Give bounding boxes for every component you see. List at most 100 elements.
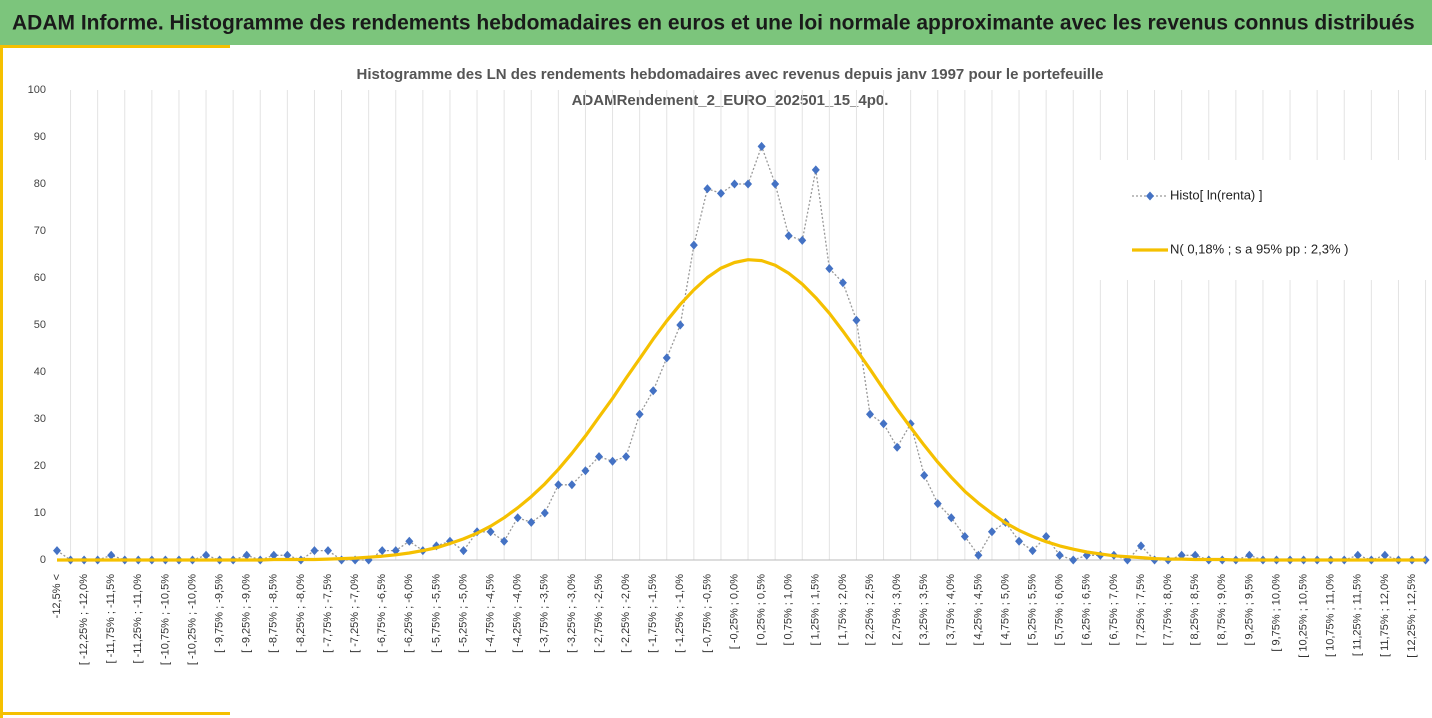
y-tick-label: 90 <box>34 131 46 143</box>
data-point <box>879 419 888 429</box>
x-tick-label: [ -5,25% ; -5,0% <box>457 574 469 653</box>
y-tick-label: 0 <box>40 554 46 566</box>
data-point <box>866 409 874 419</box>
data-point <box>405 536 414 546</box>
data-point <box>53 546 61 556</box>
data-point <box>1069 555 1078 565</box>
x-tick-label: [ -8,25% ; -8,0% <box>295 574 307 653</box>
data-point <box>689 240 698 250</box>
data-point <box>1028 546 1037 556</box>
data-point <box>838 278 847 288</box>
x-tick-label: [ 5,25% ; 5,5% <box>1027 574 1039 646</box>
x-tick-label: [ -1,75% ; -1,5% <box>647 574 659 653</box>
accent <box>0 45 230 48</box>
x-tick-label: [ 10,75% ; 11,0% <box>1325 574 1337 657</box>
x-tick-label: [ -2,75% ; -2,5% <box>593 574 605 653</box>
x-tick-label: [ 11,75% ; 12,0% <box>1379 574 1391 657</box>
data-point <box>974 550 983 560</box>
data-point <box>581 466 590 476</box>
data-point <box>1245 550 1254 560</box>
y-tick-label: 100 <box>28 84 46 96</box>
page-title: ADAM Informe. Histogramme des rendements… <box>12 12 1415 35</box>
data-point <box>744 179 753 189</box>
x-tick-label: [ 0,75% ; 1,0% <box>783 574 795 646</box>
data-point <box>391 546 400 556</box>
data-point <box>283 550 292 560</box>
x-tick-label: [ 2,75% ; 3,0% <box>891 574 903 646</box>
x-tick-label: [ 6,75% ; 7,0% <box>1108 574 1120 646</box>
y-tick-label: 80 <box>34 178 46 190</box>
x-tick-label: [ 6,25% ; 6,5% <box>1081 574 1093 646</box>
data-point <box>486 527 495 537</box>
x-tick-label: [ -9,75% ; -9,5% <box>214 574 226 653</box>
data-point <box>269 550 278 560</box>
x-tick-label: [ 3,75% ; 4,0% <box>945 574 957 646</box>
legend-label: N( 0,18% ; s a 95% pp : 2,3% ) <box>1170 241 1348 256</box>
data-point <box>662 353 671 363</box>
data-point <box>947 513 956 523</box>
x-tick-label: [ -9,25% ; -9,0% <box>241 574 253 653</box>
x-tick-label: [ 7,75% ; 8,0% <box>1162 574 1174 646</box>
data-point <box>1353 550 1362 560</box>
x-tick-label: [ -6,75% ; -6,5% <box>376 574 388 653</box>
data-point <box>960 532 969 541</box>
legend-swatch <box>1146 191 1154 201</box>
accent <box>0 712 230 715</box>
data-point <box>1055 550 1064 560</box>
x-tick-label: [ -3,25% ; -3,0% <box>566 574 578 653</box>
data-point <box>1042 532 1051 541</box>
data-point <box>1191 550 1200 560</box>
data-point <box>608 456 617 466</box>
accent <box>0 45 3 718</box>
y-tick-label: 30 <box>34 413 46 425</box>
chart-title: ADAMRendement_2_EURO_202501_15_4p0. <box>572 92 889 109</box>
series-line <box>57 258 1426 562</box>
data-point <box>635 409 644 419</box>
x-tick-label: [ -12,25% ; -12,0% <box>78 574 90 665</box>
x-tick-label: [ 1,25% ; 1,5% <box>810 574 822 646</box>
data-point <box>1137 541 1145 551</box>
data-point <box>310 546 319 556</box>
data-point <box>527 517 536 527</box>
data-point <box>920 470 929 480</box>
x-tick-label: [ -3,75% ; -3,5% <box>539 574 551 653</box>
x-tick-label: -12,5% < <box>51 574 63 618</box>
data-point <box>1015 536 1024 546</box>
data-point <box>107 550 116 560</box>
x-tick-label: [ -1,25% ; -1,0% <box>674 574 686 653</box>
x-tick-label: [ 7,25% ; 7,5% <box>1135 574 1147 646</box>
x-tick-label: [ -10,75% ; -10,5% <box>159 574 171 665</box>
data-point <box>825 264 834 274</box>
x-tick-label: [ -8,75% ; -8,5% <box>268 574 280 653</box>
y-tick-label: 60 <box>34 272 46 284</box>
data-point <box>784 231 793 241</box>
data-point <box>567 480 576 490</box>
data-point <box>703 184 712 194</box>
data-point <box>933 499 942 509</box>
x-tick-label: [ -10,25% ; -10,0% <box>186 574 198 665</box>
y-tick-label: 20 <box>34 460 46 472</box>
data-point <box>771 179 780 189</box>
data-point <box>513 513 522 523</box>
x-tick-label: [ 8,25% ; 8,5% <box>1189 574 1201 646</box>
x-tick-label: [ -0,75% ; -0,5% <box>701 574 713 653</box>
legend-label: Histo[ ln(renta) ] <box>1170 187 1262 202</box>
data-point <box>500 536 509 546</box>
x-tick-label: [ -4,75% ; -4,5% <box>485 574 497 653</box>
header-bar <box>0 0 1432 45</box>
x-tick-label: [ -11,25% ; -11,0% <box>132 574 144 664</box>
x-tick-label: [ 8,75% ; 9,0% <box>1216 574 1228 646</box>
x-tick-label: [ 4,75% ; 5,0% <box>999 574 1011 646</box>
data-point <box>595 452 603 462</box>
data-point <box>716 188 725 198</box>
data-point <box>987 527 996 537</box>
x-tick-label: [ 1,75% ; 2,0% <box>837 574 849 646</box>
data-point <box>676 320 685 330</box>
x-tick-label: [ 2,25% ; 2,5% <box>864 574 876 646</box>
x-tick-label: [ 5,75% ; 6,0% <box>1054 574 1066 646</box>
data-point <box>893 442 902 452</box>
x-tick-label: [ 9,75% ; 10,0% <box>1270 574 1282 652</box>
data-point <box>730 179 739 189</box>
x-tick-label: [ -4,25% ; -4,0% <box>512 574 524 653</box>
